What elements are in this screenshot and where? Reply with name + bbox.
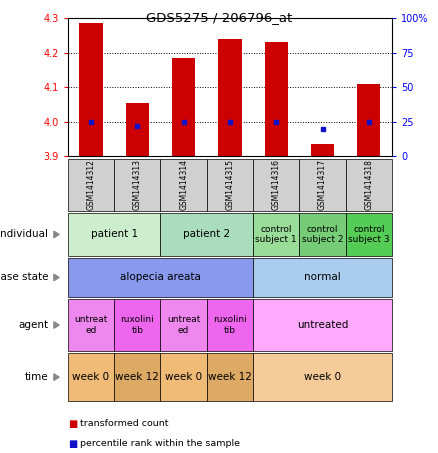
Text: control
subject 1: control subject 1 xyxy=(255,225,297,244)
Text: patient 2: patient 2 xyxy=(183,229,230,240)
Bar xyxy=(357,84,381,156)
Text: week 0: week 0 xyxy=(304,372,341,382)
Bar xyxy=(126,103,149,156)
Text: GSM1414317: GSM1414317 xyxy=(318,159,327,210)
Text: time: time xyxy=(25,372,48,382)
Text: GSM1414318: GSM1414318 xyxy=(364,159,373,210)
Text: individual: individual xyxy=(0,229,48,240)
Text: ruxolini
tib: ruxolini tib xyxy=(213,315,247,335)
Text: week 12: week 12 xyxy=(115,372,159,382)
Text: untreat
ed: untreat ed xyxy=(167,315,200,335)
Text: ■: ■ xyxy=(68,439,77,449)
Text: percentile rank within the sample: percentile rank within the sample xyxy=(80,439,240,448)
Text: GSM1414315: GSM1414315 xyxy=(226,159,234,210)
Bar xyxy=(265,42,288,156)
Bar xyxy=(79,23,102,156)
Text: GSM1414313: GSM1414313 xyxy=(133,159,142,210)
Text: untreated: untreated xyxy=(297,320,348,330)
Text: alopecia areata: alopecia areata xyxy=(120,272,201,283)
Text: transformed count: transformed count xyxy=(80,419,169,428)
Text: GSM1414312: GSM1414312 xyxy=(87,159,95,210)
Text: week 0: week 0 xyxy=(72,372,110,382)
Text: GSM1414316: GSM1414316 xyxy=(272,159,281,210)
Text: week 12: week 12 xyxy=(208,372,252,382)
Text: week 0: week 0 xyxy=(165,372,202,382)
Bar xyxy=(311,144,334,156)
Text: GSM1414314: GSM1414314 xyxy=(179,159,188,210)
Text: control
subject 2: control subject 2 xyxy=(302,225,343,244)
Text: GDS5275 / 206796_at: GDS5275 / 206796_at xyxy=(146,11,292,24)
Bar xyxy=(219,39,241,156)
Text: untreat
ed: untreat ed xyxy=(74,315,108,335)
Text: normal: normal xyxy=(304,272,341,283)
Text: disease state: disease state xyxy=(0,272,48,283)
Bar xyxy=(172,58,195,156)
Text: agent: agent xyxy=(18,320,48,330)
Text: ■: ■ xyxy=(68,419,77,429)
Text: patient 1: patient 1 xyxy=(91,229,138,240)
Text: ruxolini
tib: ruxolini tib xyxy=(120,315,154,335)
Text: control
subject 3: control subject 3 xyxy=(348,225,390,244)
